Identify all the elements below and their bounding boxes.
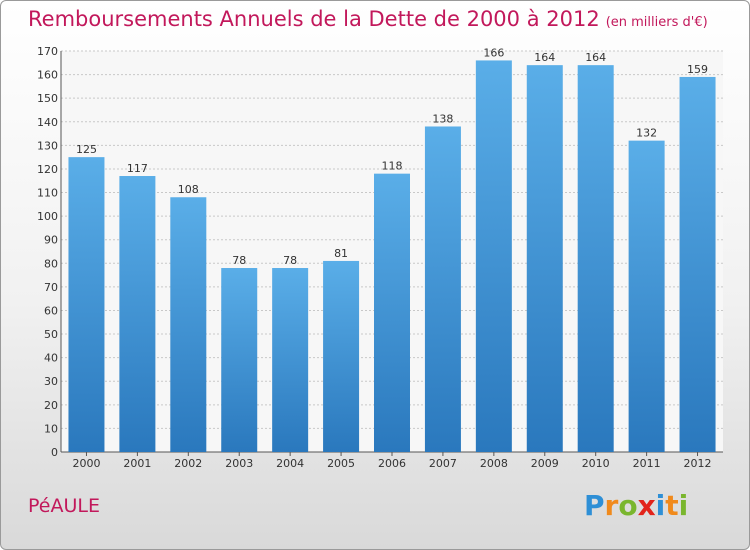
- data-label: 164: [534, 51, 555, 64]
- data-label: 117: [127, 162, 148, 175]
- x-tick-label: 2007: [429, 457, 457, 470]
- bar: [526, 65, 563, 452]
- bar: [323, 260, 360, 452]
- bar: [119, 176, 156, 453]
- data-label: 132: [636, 127, 657, 140]
- data-label: 78: [283, 254, 297, 267]
- y-tick-label: 100: [37, 210, 58, 223]
- x-tick-label: 2001: [123, 457, 151, 470]
- bar: [68, 157, 105, 452]
- data-label: 118: [382, 160, 403, 173]
- logo-letter: i: [678, 489, 689, 522]
- bar: [475, 60, 512, 452]
- chart-title-text: Remboursements Annuels de la Dette de 20…: [28, 7, 600, 31]
- logo-letter: x: [637, 489, 656, 522]
- data-label: 138: [432, 112, 453, 125]
- x-tick-label: 2010: [582, 457, 610, 470]
- chart-title: Remboursements Annuels de la Dette de 20…: [28, 7, 708, 31]
- logo-letter: r: [604, 489, 619, 522]
- x-tick-label: 2000: [72, 457, 100, 470]
- y-tick-label: 70: [44, 281, 58, 294]
- x-tick-label: 2008: [480, 457, 508, 470]
- chart-unit: (en milliers d'€): [605, 15, 708, 30]
- bar: [628, 140, 665, 452]
- logo-letter: i: [655, 489, 666, 522]
- bar: [679, 76, 716, 453]
- y-tick-label: 130: [37, 139, 58, 152]
- logo-letter: P: [584, 489, 605, 522]
- y-tick-label: 150: [37, 92, 58, 105]
- y-tick-label: 80: [44, 257, 58, 270]
- data-label: 81: [334, 247, 348, 260]
- y-tick-label: 40: [44, 352, 58, 365]
- y-tick-label: 120: [37, 163, 58, 176]
- data-label: 78: [232, 254, 246, 267]
- y-tick-label: 170: [37, 45, 58, 58]
- x-tick-label: 2006: [378, 457, 406, 470]
- y-tick-label: 110: [37, 187, 58, 200]
- y-tick-label: 90: [44, 234, 58, 247]
- bar: [424, 126, 461, 452]
- x-tick-label: 2004: [276, 457, 304, 470]
- y-tick-label: 0: [51, 446, 58, 459]
- x-tick-label: 2009: [531, 457, 559, 470]
- bar: [170, 197, 207, 452]
- data-label: 166: [483, 46, 504, 59]
- y-tick-label: 160: [37, 69, 58, 82]
- x-tick-label: 2011: [633, 457, 661, 470]
- commune-name: PéAULE: [28, 495, 100, 517]
- data-label: 164: [585, 51, 606, 64]
- y-tick-label: 50: [44, 328, 58, 341]
- bar: [374, 173, 410, 453]
- y-tick-label: 20: [44, 399, 58, 412]
- y-tick-label: 30: [44, 375, 58, 388]
- logo-letter: t: [665, 489, 679, 522]
- data-label: 159: [687, 63, 708, 76]
- bar: [221, 268, 258, 452]
- x-tick-label: 2012: [684, 457, 712, 470]
- bar: [272, 268, 309, 452]
- data-label: 108: [178, 183, 199, 196]
- logo-letter: o: [618, 489, 638, 522]
- x-tick-label: 2005: [327, 457, 355, 470]
- y-tick-label: 140: [37, 116, 58, 129]
- y-tick-label: 60: [44, 304, 58, 317]
- bar: [577, 65, 614, 452]
- proxiti-logo: Proxiti: [584, 489, 688, 522]
- x-tick-label: 2002: [174, 457, 202, 470]
- x-tick-label: 2003: [225, 457, 253, 470]
- data-label: 125: [76, 143, 97, 156]
- y-tick-label: 10: [44, 422, 58, 435]
